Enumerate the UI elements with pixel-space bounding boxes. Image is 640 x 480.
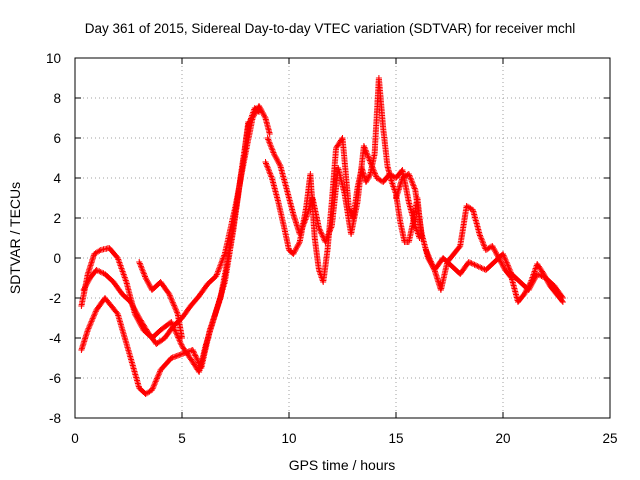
x-tick-label: 10 [281,431,296,446]
x-axis-label: GPS time / hours [289,457,396,473]
y-tick-label: 4 [53,171,61,186]
x-tick-label: 20 [495,431,510,446]
series-trace-d [136,259,185,341]
y-tick-label: -2 [49,291,61,306]
series-markers [136,259,185,341]
series-markers [78,105,262,375]
x-tick-label: 0 [71,431,79,446]
y-tick-label: -6 [49,371,61,386]
x-tick-label: 25 [602,431,617,446]
grid [75,58,610,418]
y-tick-label: -8 [49,411,61,426]
series-trace-c [80,103,273,347]
axis-ticks: 0 5 10 15 20 25 -8 -6 -4 -2 0 2 4 6 8 10 [46,51,618,446]
x-tick-label: 15 [388,431,403,446]
series-markers [393,171,566,305]
series-trace-b [78,105,262,375]
data-points [78,75,566,397]
x-tick-label: 5 [178,431,186,446]
y-tick-label: -4 [49,331,61,346]
y-tick-label: 0 [53,251,61,266]
plot-frame [74,57,611,419]
chart-title: Day 361 of 2015, Sidereal Day-to-day VTE… [85,21,575,36]
y-tick-label: 2 [53,211,61,226]
series-trace-h [423,247,566,301]
series-markers [80,103,273,347]
y-tick-label: 6 [53,131,61,146]
y-axis-label: SDTVAR / TECUs [7,182,23,294]
y-tick-label: 10 [46,51,61,66]
series-trace-g [393,171,566,305]
series-markers [423,247,566,301]
y-tick-label: 8 [53,91,61,106]
